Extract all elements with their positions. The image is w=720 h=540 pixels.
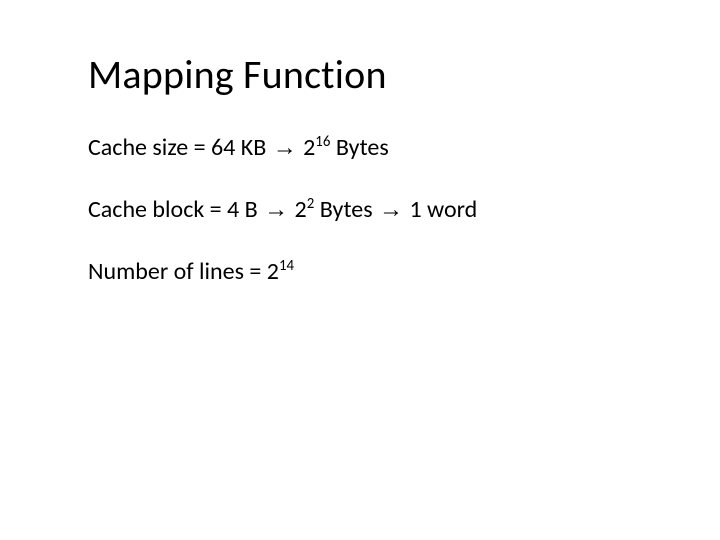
line-cache-block: Cache block = 4 B → 22 Bytes → 1 word xyxy=(88,195,640,225)
text-cache-size-prefix: Cache size = 64 KB xyxy=(88,133,272,162)
exponent-cache-size: 16 xyxy=(315,132,330,150)
arrow-icon: → xyxy=(263,196,289,223)
text-cache-block-mid: 2 xyxy=(289,195,307,224)
line-cache-size: Cache size = 64 KB → 216 Bytes xyxy=(88,133,640,163)
slide: Mapping Function Cache size = 64 KB → 21… xyxy=(0,0,720,540)
text-cache-block-prefix: Cache block = 4 B xyxy=(88,195,263,224)
text-cache-size-suffix: Bytes xyxy=(330,133,388,162)
slide-title: Mapping Function xyxy=(88,50,640,99)
arrow-icon: → xyxy=(272,134,298,161)
arrow-icon: → xyxy=(378,196,404,223)
text-cache-block-suffix: 1 word xyxy=(404,195,477,224)
text-cache-block-between: Bytes xyxy=(314,195,378,224)
line-num-lines: Number of lines = 214 xyxy=(88,257,640,287)
exponent-num-lines: 14 xyxy=(279,256,294,274)
text-num-lines-prefix: Number of lines = 2 xyxy=(88,257,279,286)
text-cache-size-mid: 2 xyxy=(298,133,316,162)
